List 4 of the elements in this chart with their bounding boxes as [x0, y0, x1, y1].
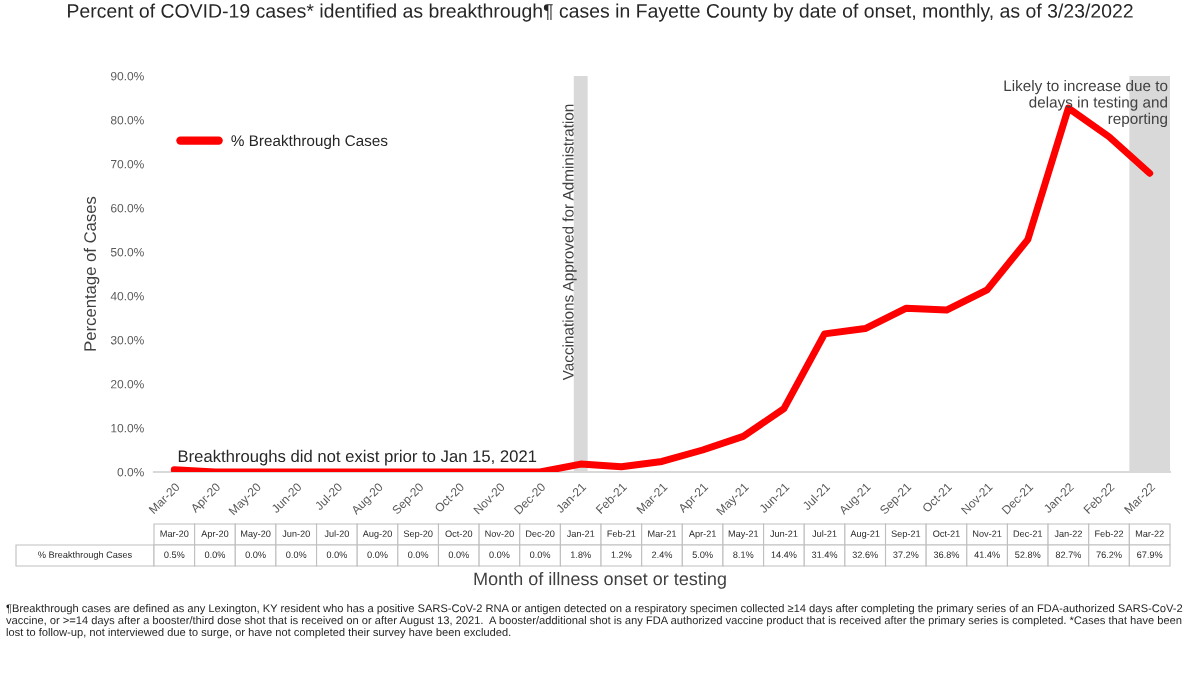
y-axis-title: Percentage of Cases — [83, 196, 100, 351]
annotation: Breakthroughs did not exist prior to Jan 15, 2021 — [178, 449, 537, 466]
x-axis-title: Month of illness onset or testing — [474, 572, 726, 589]
chart-title: Percent of COVID-19 cases* identified as breakthrough¶ cases in Fayette County by date of onset, monthly, as of 3/23/2022 — [68, 3, 1133, 22]
